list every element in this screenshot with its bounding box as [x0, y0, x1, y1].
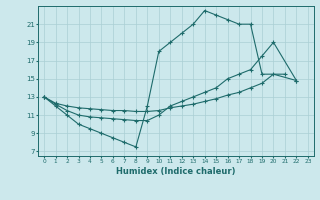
X-axis label: Humidex (Indice chaleur): Humidex (Indice chaleur): [116, 167, 236, 176]
